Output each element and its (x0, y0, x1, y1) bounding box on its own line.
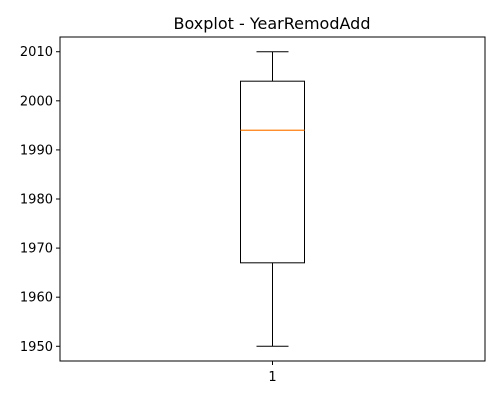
y-axis: 1950 1960 1970 1980 1990 2000 2010 (20, 45, 60, 355)
y-tick-label: 1960 (20, 291, 53, 306)
y-tick-label: 1990 (20, 143, 53, 158)
x-tick-label: 1 (268, 370, 276, 385)
chart-title: Boxplot - YearRemodAdd (174, 14, 371, 33)
y-tick-label: 2010 (20, 45, 53, 60)
y-tick-label: 1950 (20, 340, 53, 355)
y-tick-label: 2000 (20, 94, 53, 109)
y-tick-label: 1970 (20, 242, 53, 257)
box-iqr (240, 80, 305, 264)
y-tick-label: 1980 (20, 193, 53, 208)
x-axis: 1 (268, 361, 277, 385)
box-group (240, 51, 305, 347)
